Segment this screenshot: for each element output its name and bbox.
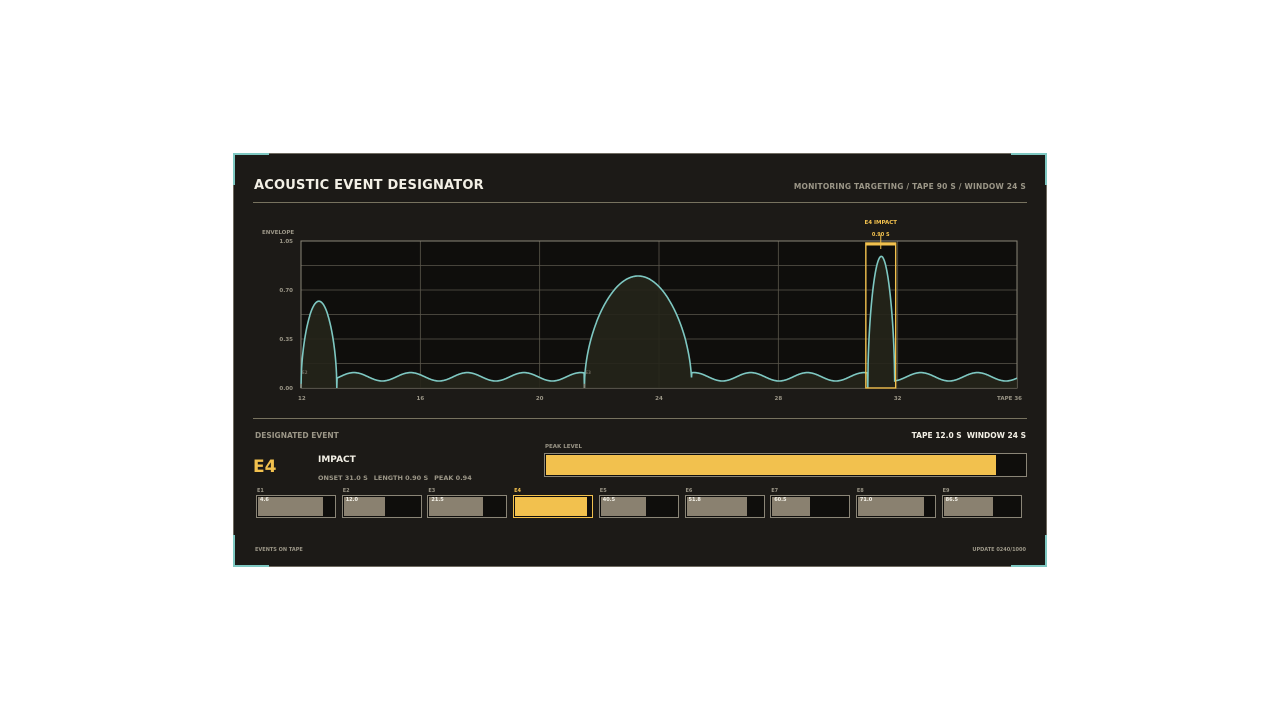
event-meta: ONSET 31.0 S LENGTH 0.90 S PEAK 0.94 <box>318 474 478 482</box>
corner-bracket <box>1011 153 1047 185</box>
envelope-line <box>300 255 1018 389</box>
event-card-label: E8 <box>856 488 864 494</box>
divider <box>253 418 1027 419</box>
event-type: IMPACT <box>318 455 356 465</box>
peak-level-label: PEAK LEVEL <box>545 444 583 450</box>
event-card-level-bar <box>341 495 422 518</box>
event-card-label: E4 <box>514 488 521 494</box>
onset-marker-label: E3 <box>585 370 591 375</box>
event-card-label: E5 <box>599 488 607 494</box>
panel-title: ACOUSTIC EVENT DESIGNATOR <box>254 178 484 193</box>
event-card-label: E6 <box>685 488 693 494</box>
target-label: E4 IMPACT <box>864 220 897 226</box>
tape-position: TAPE 12.0 S <box>911 431 962 440</box>
event-card-level-fill <box>343 497 386 516</box>
event-onset: ONSET 31.0 S <box>318 474 368 482</box>
event-card-time: 60.5 <box>774 497 787 503</box>
event-card-level-fill <box>857 497 924 516</box>
event-card-time: 71.0 <box>859 497 873 503</box>
event-card-e3[interactable]: E3 21.5 <box>427 488 508 519</box>
event-card-level-fill <box>258 497 324 516</box>
event-card-level-bar <box>598 495 679 518</box>
event-card-e2[interactable]: E2 12.0 <box>341 488 422 519</box>
y-tick-label: 0.00 <box>279 386 293 392</box>
event-card-e5[interactable]: E5 40.5 <box>598 488 679 519</box>
x-tick-label: 20 <box>536 396 544 402</box>
panel-subtitle: MONITORING TARGETING / TAPE 90 S / WINDO… <box>793 182 1026 191</box>
x-tick-label: 16 <box>417 396 425 402</box>
event-card-e7[interactable]: E7 60.5 <box>770 488 851 519</box>
x-tick-label: 12 <box>298 396 306 402</box>
event-card-e4[interactable]: E4 31.0 <box>513 488 594 519</box>
event-card-time: 51.8 <box>688 497 701 503</box>
event-card-label: E9 <box>942 488 950 494</box>
event-card-level-bar <box>427 495 508 518</box>
event-card-time: 86.5 <box>945 497 958 503</box>
event-length: LENGTH 0.90 S <box>373 474 429 482</box>
event-card-level-bar <box>770 495 851 518</box>
footer-update: UPDATE 0240/1000 <box>972 547 1026 553</box>
window-size: WINDOW 24 S <box>966 431 1026 440</box>
y-tick-label: 1.05 <box>279 239 293 245</box>
onset-marker-label: E2 <box>302 370 308 375</box>
y-axis-label: ENVELOPE <box>262 230 294 236</box>
x-tick-label: 32 <box>894 396 902 402</box>
event-id: E4 <box>253 457 277 477</box>
event-card-level-bar <box>941 495 1022 518</box>
peak-level-fill <box>546 455 997 475</box>
event-card-level-fill <box>429 497 484 516</box>
event-card-label: E3 <box>428 488 436 494</box>
event-card-level-bar <box>513 495 594 518</box>
event-card-e8[interactable]: E8 71.0 <box>855 488 936 519</box>
designator-panel: ACOUSTIC EVENT DESIGNATOR MONITORING TAR… <box>233 153 1047 567</box>
envelope-chart[interactable]: E2 E3 E4 IMPACT 0.90 S ENVELOPE 0.00 0.35 0.70 1… <box>234 154 1048 414</box>
corner-bracket <box>233 535 269 567</box>
footer-events-on-tape: EVENTS ON TAPE <box>255 547 303 553</box>
event-card-label: E2 <box>342 488 350 494</box>
event-card-level-fill <box>772 497 811 516</box>
event-card-level-fill <box>943 497 993 516</box>
event-card-time: 4.6 <box>260 497 269 503</box>
peak-level-bar <box>544 453 1027 477</box>
tape-info: TAPE 12.0 S WINDOW 24 S <box>912 431 1026 440</box>
corner-bracket <box>233 153 269 185</box>
event-card-e6[interactable]: E6 51.8 <box>684 488 765 519</box>
y-tick-label: 0.70 <box>279 288 293 294</box>
event-card-level-fill <box>686 497 747 516</box>
event-card-time: 12.0 <box>345 497 359 503</box>
divider <box>253 202 1027 203</box>
y-tick-label: 0.35 <box>279 337 293 343</box>
designated-event-label: DESIGNATED EVENT <box>255 431 339 440</box>
event-card-time: 40.5 <box>602 497 616 503</box>
corner-bracket <box>1011 535 1047 567</box>
event-card-label: E7 <box>771 488 779 494</box>
event-card-level-bar <box>256 495 336 518</box>
event-card-level-bar <box>855 495 936 518</box>
event-card-time: 31.0 <box>517 497 530 503</box>
event-card-level-fill <box>515 497 587 516</box>
event-card-e9[interactable]: E9 86.5 <box>941 488 1022 519</box>
x-tick-label: 28 <box>775 396 783 402</box>
event-peak: PEAK 0.94 <box>434 474 472 482</box>
x-tick-label: 24 <box>655 396 663 402</box>
event-card-time: 21.5 <box>431 497 444 503</box>
event-card-level-bar <box>684 495 765 518</box>
event-card-level-fill <box>600 497 647 516</box>
event-card-label: E1 <box>257 488 264 494</box>
envelope-fill <box>301 256 1017 388</box>
target-length-label: 0.90 S <box>872 232 890 238</box>
event-card-e1[interactable]: E1 4.6 <box>256 488 336 519</box>
x-tick-label: TAPE 36 <box>997 396 1022 402</box>
